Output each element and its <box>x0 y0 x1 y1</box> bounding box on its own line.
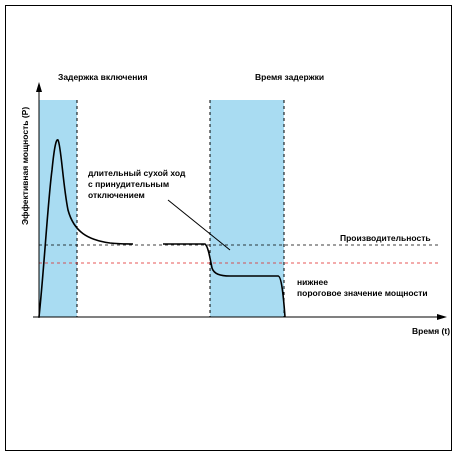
x-axis-label: Время (t) <box>412 326 450 336</box>
dry-run-pointer <box>167 199 231 251</box>
dry-run-label-line1: длительный сухой ход <box>88 168 186 178</box>
lower-threshold-label-line1: нижнее <box>297 277 328 287</box>
dry-run-label-line2: с принудительным <box>88 179 169 189</box>
lower-threshold-label-line2: пороговое значение мощности <box>297 288 428 298</box>
startup-delay-band <box>39 100 77 317</box>
y-axis-arrow <box>36 82 42 92</box>
productivity-label: Производительность <box>340 233 431 243</box>
y-axis-label: Эффективная мощность (P) <box>20 107 30 225</box>
power-curve <box>38 139 286 318</box>
delay-time-band <box>210 100 284 317</box>
delay-time-label: Время задержки <box>255 72 324 82</box>
startup-delay-label: Задержка включения <box>58 72 148 82</box>
x-axis-arrow <box>437 314 447 320</box>
dry-run-label-line3: отключением <box>88 190 145 200</box>
